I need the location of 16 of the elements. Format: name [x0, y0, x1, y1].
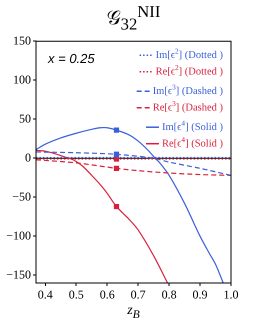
y-tick-label: −50	[12, 189, 31, 204]
x-tick-label: 1.0	[224, 287, 238, 302]
y-tick-label: 150	[13, 33, 31, 48]
x-axis-title: z$_{B}$	[126, 303, 141, 321]
y-tick-label: −100	[6, 228, 31, 242]
y-tick-label: 100	[13, 72, 31, 86]
y-tick-label: 0	[25, 150, 31, 164]
y-tick-label: 50	[19, 111, 31, 126]
x-tick-label: 0.8	[162, 287, 177, 302]
x-tick-label: 0.4	[38, 287, 53, 302]
x-tick-label: 0.7	[130, 287, 146, 302]
y-tick-label: −150	[6, 267, 31, 282]
x-tick-label: 0.9	[192, 287, 208, 302]
x-tick-label: 0.6	[100, 287, 115, 302]
annotation: x = 0.25	[47, 50, 96, 66]
x-tick-label: 0.5	[68, 287, 84, 302]
